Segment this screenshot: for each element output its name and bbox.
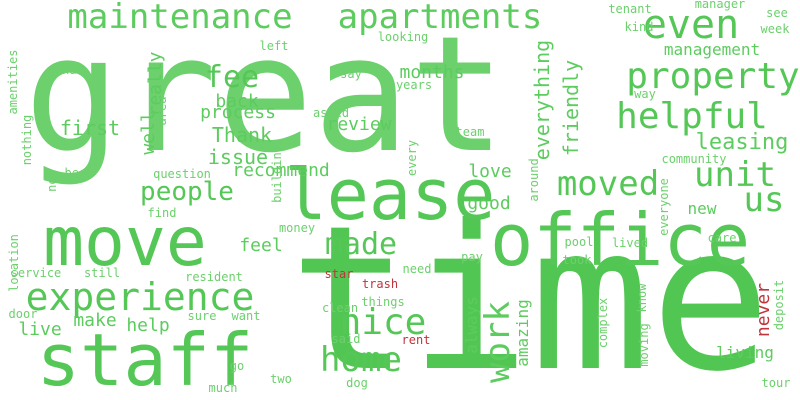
- word-management: management: [663, 40, 761, 59]
- word-pay: pay: [461, 250, 483, 264]
- word-still: still: [83, 266, 121, 280]
- word-said: said: [331, 332, 361, 346]
- word-around: around: [527, 158, 541, 202]
- word-amenities: amenities: [6, 49, 20, 115]
- word-process: process: [200, 102, 276, 123]
- word-good: good: [467, 193, 511, 214]
- word-moving: moving: [637, 323, 651, 367]
- word-never: never: [753, 282, 774, 338]
- word-best: best: [64, 166, 94, 180]
- word-rent: rent: [401, 333, 431, 347]
- word-see: see: [766, 6, 788, 20]
- word-living: living: [716, 343, 774, 362]
- word-door: door: [8, 307, 38, 321]
- word-asked: asked: [312, 106, 350, 120]
- word-amazing: amazing: [513, 299, 532, 367]
- word-looking: looking: [377, 30, 429, 44]
- word-two: two: [270, 372, 292, 386]
- word-make: make: [73, 310, 117, 331]
- word-tenant: tenant: [608, 2, 652, 16]
- word-office: office: [489, 198, 751, 282]
- word-review: review: [326, 114, 392, 135]
- word-fee: fee: [204, 60, 260, 95]
- word-took: took: [562, 253, 592, 267]
- word-area: area: [155, 96, 169, 126]
- word-lived: lived: [611, 236, 649, 250]
- word-nan: nan: [62, 63, 84, 77]
- word-way: way: [634, 87, 656, 101]
- word-building: building: [270, 145, 284, 203]
- word-live: live: [18, 319, 62, 340]
- word-apartments: apartments: [337, 0, 543, 37]
- word-unit: unit: [694, 155, 776, 195]
- word-dog: dog: [346, 376, 368, 390]
- word-everything: everything: [530, 39, 554, 161]
- word-helpful: helpful: [616, 96, 768, 137]
- word-service: service: [10, 266, 62, 280]
- word-maintenance: maintenance: [67, 0, 293, 37]
- word-home: home: [320, 340, 402, 380]
- word-us: us: [743, 180, 785, 220]
- word-work: work: [478, 301, 518, 383]
- word-left: left: [259, 39, 289, 53]
- word-leasing: leasing: [695, 130, 789, 155]
- word-great: great: [24, 1, 506, 188]
- word-money: money: [278, 221, 316, 235]
- word-team: team: [455, 125, 485, 139]
- word-deposit: deposit: [772, 279, 786, 331]
- word-lease: lease: [284, 154, 496, 236]
- word-trash: trash: [361, 277, 399, 291]
- word-recommend: recommend: [232, 160, 330, 181]
- word-moved: moved: [556, 164, 660, 204]
- word-need: need: [402, 262, 432, 276]
- word-nice: nice: [339, 302, 427, 343]
- word-sure: sure: [187, 309, 217, 323]
- word-star: star: [324, 267, 354, 281]
- word-care: care: [707, 231, 737, 245]
- word-question: question: [153, 167, 211, 181]
- word-move: move: [43, 203, 207, 282]
- word-made: made: [324, 227, 398, 262]
- word-months: months: [399, 62, 465, 83]
- word-much: much: [208, 381, 238, 395]
- word-even: even: [642, 2, 740, 48]
- word-love: love: [468, 161, 512, 182]
- word-issue: issue: [207, 145, 269, 169]
- word-everyone: everyone: [657, 178, 671, 236]
- word-thank: Thank: [211, 123, 273, 147]
- word-help: help: [126, 315, 170, 336]
- word-staff: staff: [36, 318, 254, 400]
- word-community: community: [661, 152, 727, 166]
- word-first: first: [59, 116, 121, 140]
- word-go: go: [229, 359, 245, 373]
- word-pool: pool: [564, 235, 594, 249]
- word-back: back: [215, 91, 259, 112]
- word-experience: experience: [25, 275, 255, 319]
- word-kind: kind: [624, 20, 654, 34]
- word-every: every: [405, 139, 419, 177]
- word-manager: manager: [694, 0, 746, 11]
- word-time: time: [289, 183, 771, 400]
- word-say: say: [340, 67, 362, 81]
- word-things: things: [361, 295, 405, 309]
- word-resident: resident: [185, 270, 243, 284]
- word-always: always: [462, 296, 481, 354]
- word-find: find: [147, 206, 177, 220]
- word-feel: feel: [239, 235, 283, 256]
- word-know: know: [635, 283, 649, 313]
- word-now: now: [45, 170, 59, 192]
- word-location: location: [7, 234, 21, 292]
- word-years: years: [395, 78, 433, 92]
- word-new: new: [687, 199, 717, 218]
- word-want: want: [231, 309, 261, 323]
- word-property: property: [626, 56, 800, 97]
- word-friendly: friendly: [559, 59, 583, 157]
- word-tour: tour: [761, 376, 791, 390]
- word-clean: clean: [321, 301, 359, 315]
- word-week: week: [760, 22, 790, 36]
- word-nothing: nothing: [20, 114, 34, 166]
- word-people: people: [140, 177, 234, 207]
- word-complex: complex: [596, 297, 610, 349]
